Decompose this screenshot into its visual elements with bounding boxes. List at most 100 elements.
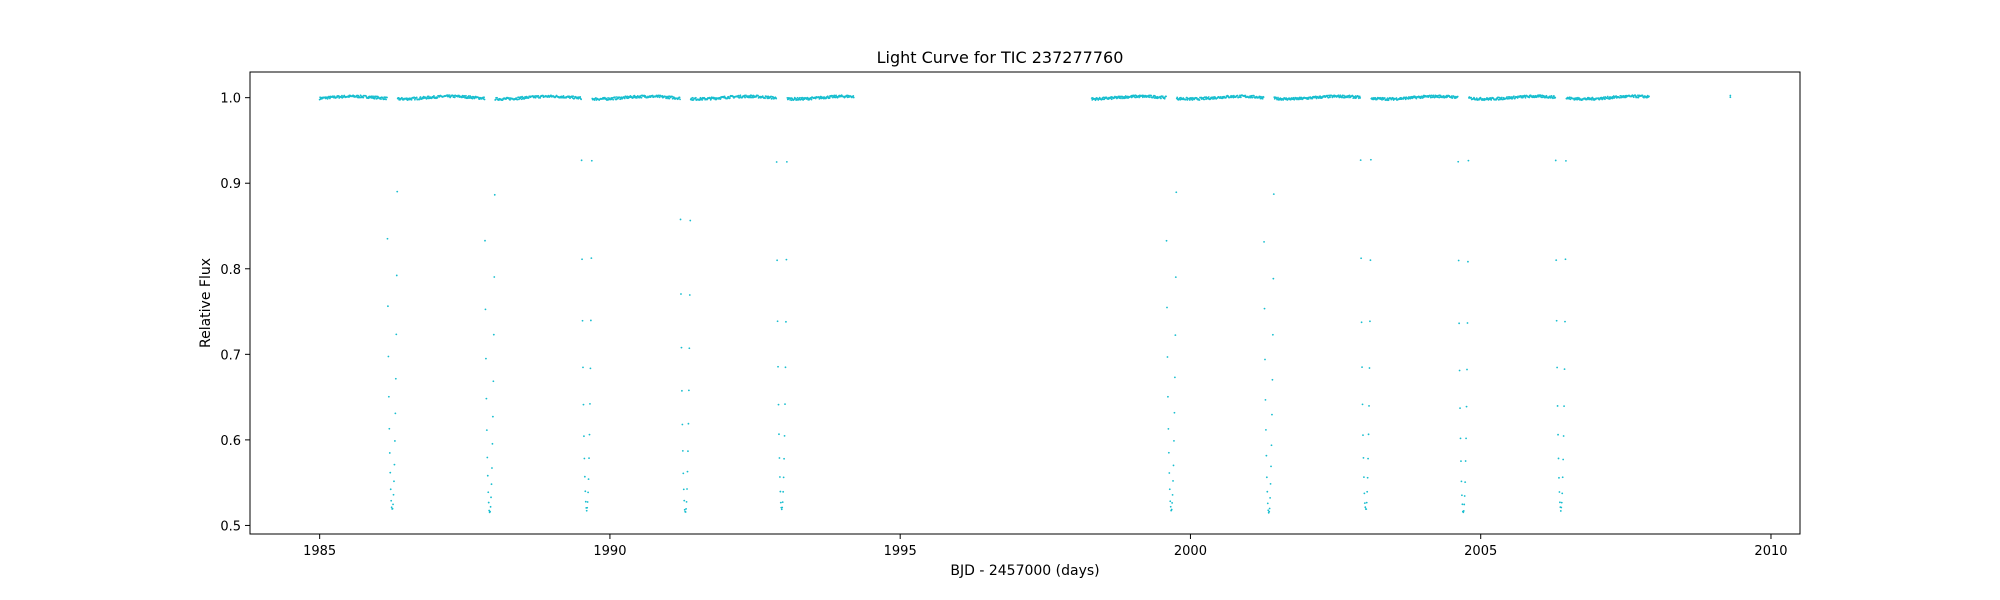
data-point bbox=[1173, 440, 1175, 442]
data-point bbox=[1591, 99, 1593, 101]
data-point bbox=[395, 333, 398, 336]
data-point bbox=[1238, 96, 1241, 98]
data-point bbox=[680, 346, 683, 349]
data-point bbox=[413, 98, 416, 101]
data-point bbox=[1359, 97, 1362, 99]
data-point bbox=[1442, 95, 1445, 97]
data-point bbox=[635, 97, 638, 99]
data-point bbox=[485, 397, 488, 400]
data-point bbox=[775, 97, 778, 100]
data-point bbox=[390, 506, 393, 509]
data-point bbox=[1729, 96, 1732, 99]
data-point bbox=[651, 94, 654, 97]
data-point bbox=[1548, 95, 1551, 98]
data-point bbox=[390, 499, 393, 502]
data-point bbox=[415, 96, 418, 99]
data-point bbox=[1381, 98, 1383, 101]
data-point bbox=[685, 501, 688, 503]
data-point bbox=[452, 94, 454, 97]
data-point bbox=[1550, 95, 1553, 97]
data-point bbox=[1560, 506, 1563, 509]
data-point bbox=[1363, 476, 1365, 479]
data-point bbox=[534, 96, 537, 99]
data-point bbox=[393, 463, 396, 466]
data-point bbox=[1564, 258, 1567, 261]
data-point bbox=[492, 380, 495, 383]
data-point bbox=[1173, 376, 1176, 379]
data-point bbox=[1366, 490, 1369, 493]
data-point bbox=[590, 257, 593, 260]
data-point bbox=[1450, 95, 1453, 98]
data-point bbox=[393, 480, 395, 483]
data-point bbox=[1171, 493, 1174, 496]
data-point bbox=[523, 97, 526, 100]
data-point bbox=[1556, 405, 1559, 407]
data-point bbox=[581, 319, 584, 322]
data-point bbox=[1326, 94, 1329, 97]
data-point bbox=[496, 96, 498, 99]
data-point bbox=[387, 355, 390, 358]
data-point bbox=[586, 506, 589, 509]
y-axis-ticks: 0.5 0.6 0.7 0.8 0.9 1.0 bbox=[220, 92, 250, 534]
data-point bbox=[584, 490, 587, 493]
data-point bbox=[1263, 307, 1266, 310]
data-point bbox=[1271, 378, 1274, 381]
data-point bbox=[1266, 502, 1269, 505]
data-point bbox=[1467, 260, 1469, 263]
data-point bbox=[681, 389, 683, 392]
data-point bbox=[1207, 96, 1210, 98]
data-point bbox=[1176, 96, 1179, 99]
data-point bbox=[1174, 276, 1177, 278]
data-point bbox=[587, 491, 589, 494]
data-point bbox=[1386, 97, 1389, 100]
x-tick-label: 1995 bbox=[884, 544, 917, 559]
data-points bbox=[318, 94, 1732, 514]
data-point bbox=[585, 509, 588, 512]
data-point bbox=[612, 98, 615, 101]
data-point bbox=[1147, 96, 1150, 98]
data-point bbox=[1559, 510, 1562, 512]
data-point bbox=[1348, 96, 1350, 99]
data-point bbox=[1250, 94, 1253, 97]
data-point bbox=[388, 427, 391, 430]
data-point bbox=[1729, 94, 1732, 97]
data-point bbox=[373, 97, 376, 100]
data-point bbox=[686, 470, 689, 473]
data-point bbox=[1369, 158, 1372, 161]
data-point bbox=[640, 96, 643, 99]
data-point bbox=[389, 488, 392, 491]
data-point bbox=[1606, 95, 1609, 98]
data-point bbox=[846, 94, 849, 97]
data-point bbox=[436, 96, 439, 99]
data-point bbox=[614, 96, 616, 99]
data-point bbox=[583, 475, 586, 478]
data-point bbox=[453, 96, 456, 99]
data-point bbox=[687, 389, 690, 392]
data-point bbox=[1564, 320, 1566, 323]
data-point bbox=[489, 505, 492, 508]
data-point bbox=[1363, 502, 1366, 504]
data-point bbox=[1264, 358, 1266, 361]
data-point bbox=[487, 491, 490, 494]
data-point bbox=[492, 333, 495, 336]
data-point bbox=[683, 499, 686, 502]
data-point bbox=[1451, 97, 1454, 99]
data-point bbox=[1556, 366, 1559, 369]
data-point bbox=[1618, 96, 1621, 99]
data-point bbox=[1549, 96, 1552, 99]
data-point bbox=[692, 99, 695, 101]
data-point bbox=[738, 96, 741, 99]
data-point bbox=[1270, 444, 1273, 447]
data-point bbox=[1212, 96, 1215, 98]
data-point bbox=[778, 433, 780, 436]
data-point bbox=[396, 190, 399, 193]
data-point bbox=[1365, 501, 1368, 504]
data-point bbox=[607, 96, 609, 99]
chart-title: Light Curve for TIC 237277760 bbox=[877, 48, 1124, 67]
data-point bbox=[683, 508, 686, 511]
data-point bbox=[626, 95, 629, 98]
data-point bbox=[1562, 435, 1565, 437]
data-point bbox=[1203, 98, 1206, 101]
data-point bbox=[1268, 507, 1271, 510]
data-point bbox=[777, 403, 780, 406]
